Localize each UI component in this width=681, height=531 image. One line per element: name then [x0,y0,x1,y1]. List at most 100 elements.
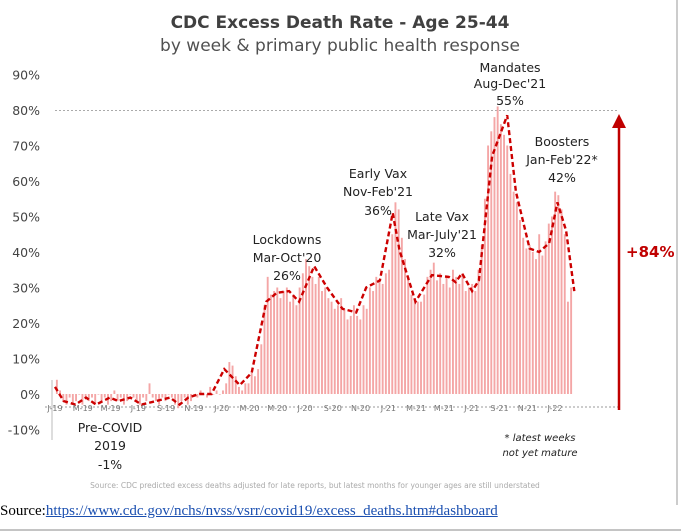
annot-earlyvax-1: Early Vax [349,166,407,181]
x-tick-label: N-21 [518,404,537,413]
bar [126,394,129,402]
x-tick-label: J-21 [380,404,396,413]
bar [305,259,307,394]
bar [499,124,502,394]
bar [193,394,196,395]
bar [407,276,410,394]
annot-lockdowns-1: Lockdowns [253,232,322,247]
x-tick-label: N-20 [351,404,370,413]
bar [477,269,480,394]
bar [458,283,461,394]
bar [311,276,314,394]
annotations: Pre-COVID 2019 -1% Lockdowns Mar-Oct'20 … [78,60,598,490]
annot-latevax-3: 32% [428,245,456,260]
footnote-1: * latest weeks [505,433,576,444]
bar [317,276,320,394]
trend-line [53,114,576,407]
bar [196,394,199,398]
x-tick-label: M-20 [267,404,287,413]
bar [183,394,186,398]
bar [116,394,119,402]
bar [563,234,566,394]
bar [330,301,333,394]
bar [145,394,148,402]
bar [231,365,234,394]
x-tick-label: J-20 [296,404,312,413]
arrow-head-icon [612,114,626,128]
bar [273,291,276,394]
bar [487,145,490,394]
bar [352,305,355,394]
bar [190,394,192,402]
bar [490,131,493,395]
annot-earlyvax-2: Nov-Feb'21 [343,184,413,199]
bar [257,369,260,394]
bar [538,234,541,394]
bar [78,394,81,395]
bar [551,216,553,394]
bars [55,106,573,409]
bar [337,305,339,394]
x-tick-label: S-21 [490,404,508,413]
bar [151,394,154,398]
bar [298,287,301,394]
bar [62,394,65,402]
bar [167,394,170,395]
bar [461,273,464,394]
bar [113,390,116,394]
annot-latevax-1: Late Vax [415,209,469,224]
bar [206,394,208,398]
x-tick-label: M-19 [101,404,121,413]
annot-boosters-2: Jan-Feb'22* [525,152,598,167]
bar [554,191,557,394]
bar [512,191,515,394]
x-axis: J-19 M-19 M-19 J-19 S-19 N-19 J-20 M-20 M-20 J-20… [46,404,562,413]
source-link[interactable]: https://www.cdc.gov/nchs/nvss/vsrr/covid… [45,503,498,519]
bar [570,287,573,394]
bar [356,315,359,394]
y-tick-label: 90% [12,68,40,83]
bar [215,390,218,394]
footnote-2: not yet mature [502,448,577,459]
bar [400,237,403,394]
bar [75,394,77,402]
bar [253,376,256,394]
bar [333,308,336,394]
bar [448,287,451,394]
bar [103,394,106,398]
bar [282,291,285,394]
bar [423,294,426,394]
bar [368,287,371,394]
bar [493,117,496,394]
bar [244,383,247,394]
annot-mandates-1: Mandates [479,60,540,75]
annot-precovid-2: 2019 [94,438,126,453]
bar [71,394,74,405]
bar [241,390,244,394]
bar [474,291,477,394]
y-tick-label: 70% [12,139,40,154]
annot-lockdowns-3: 26% [273,268,301,283]
x-tick-label: M-21 [434,404,454,413]
bar [375,276,378,394]
bar [515,202,518,394]
bar [100,394,103,402]
bar [525,248,528,394]
bar [528,244,531,394]
bar [381,283,384,394]
bar [161,394,164,398]
bar [263,305,266,394]
x-tick-label: J-19 [46,404,62,413]
bar [237,386,240,394]
bar [343,308,346,394]
bar [365,308,368,394]
bar [218,394,221,395]
bar [148,383,151,394]
bar [404,259,406,394]
bar [247,383,250,394]
annot-latevax-2: Mar-July'21 [407,227,477,242]
x-tick-label: J-22 [546,404,562,413]
bar [234,376,237,394]
bar [378,280,381,394]
